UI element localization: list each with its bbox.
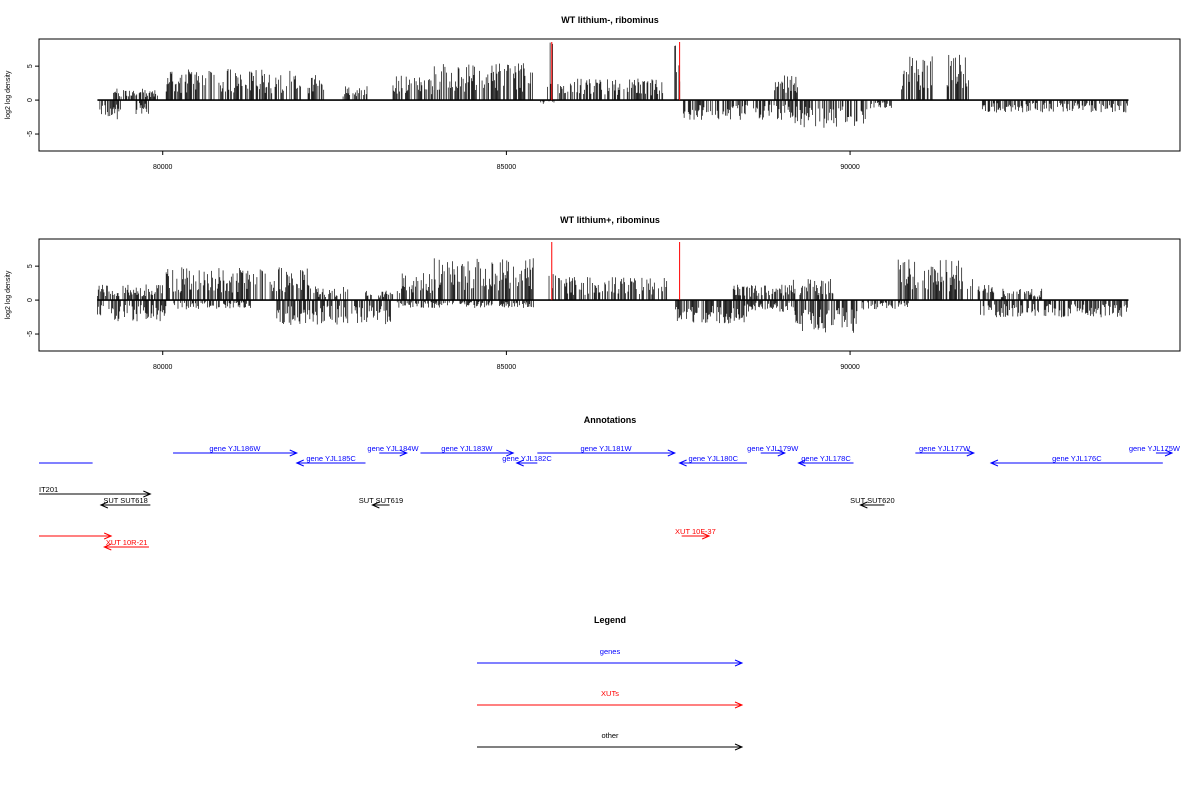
feature-label: gene YJL180C	[689, 454, 739, 463]
legend-item-other: other	[477, 731, 744, 751]
annotation-other: SUT SUT618	[99, 496, 151, 509]
annotation-gene: gene YJL186W	[173, 444, 299, 457]
annotation-xut: XUT 10R-21	[103, 538, 149, 551]
annotation-gene: gene YJL179W	[747, 444, 799, 457]
y-tick-label: 0	[27, 298, 34, 302]
annotation-features: gene YJL186W gene YJL185C gene YJL184W gene…	[39, 444, 1181, 551]
annotations-title: Annotations	[584, 415, 637, 425]
feature-label: gene YJL184W	[367, 444, 419, 453]
legend-title: Legend	[594, 615, 626, 625]
annotation-other: SUT SUT619	[359, 496, 403, 509]
y-tick-label: 5	[27, 264, 34, 268]
density-panel-lithium-minus: WT lithium-, ribominus log2 log density …	[5, 15, 1181, 171]
axes: 5 0 -5 80000 85000 90000	[27, 64, 860, 171]
axes: 5 0 -5 80000 85000 90000	[27, 264, 860, 371]
annotation-gene: gene YJL177W	[915, 444, 976, 457]
y-tick-label: 5	[27, 64, 34, 68]
annotation-other: IT201	[39, 485, 152, 498]
feature-label: SUT SUT620	[850, 496, 894, 505]
annotation-gene: gene YJL180C	[678, 454, 747, 467]
legend-item-xut: XUTs	[477, 689, 744, 709]
annotation-gene: gene YJL181W	[537, 444, 677, 457]
density-bars	[97, 42, 1129, 128]
x-tick-label: 85000	[497, 364, 517, 371]
legend: Legend genes XUTs other	[477, 615, 744, 751]
annotation-gene: gene YJL178C	[797, 454, 854, 467]
annotation-xut: XUT 10F-37	[675, 527, 716, 540]
density-panel-lithium-plus: WT lithium+, ribominus log2 log density …	[5, 215, 1181, 371]
feature-label: XUT 10R-21	[106, 538, 148, 547]
arrow-head-icon	[371, 501, 380, 509]
feature-label: IT201	[39, 485, 58, 494]
arrow-head-icon	[506, 449, 515, 457]
feature-label: gene YJL177W	[919, 444, 971, 453]
feature-label: gene YJL181W	[580, 444, 632, 453]
feature-label: gene YJL186W	[209, 444, 261, 453]
y-tick-label: 0	[27, 98, 34, 102]
legend-label: genes	[600, 647, 621, 656]
plot-frame	[38, 238, 1181, 352]
arrow-head-icon	[859, 501, 868, 509]
legend-label: XUTs	[601, 689, 619, 698]
legend-items: genes XUTs other	[477, 647, 744, 751]
feature-label: XUT 10F-37	[675, 527, 716, 536]
annotation-gene: gene YJL176C	[989, 454, 1163, 467]
legend-item-gene: genes	[477, 647, 744, 667]
arrow-head-icon	[797, 459, 806, 467]
x-tick-label: 90000	[840, 364, 860, 371]
annotation-gene: gene YJL175W	[1129, 444, 1181, 457]
panel-title: WT lithium+, ribominus	[560, 215, 660, 225]
y-tick-label: -5	[27, 331, 34, 337]
arrow-head-icon	[99, 501, 109, 509]
legend-label: other	[601, 731, 619, 740]
feature-label: gene YJL185C	[306, 454, 356, 463]
annotation-gene: gene YJL182C	[502, 454, 552, 467]
arrow-head-icon	[734, 701, 744, 709]
arrow-head-icon	[667, 449, 677, 457]
feature-label: SUT SUT618	[103, 496, 147, 505]
feature-label: gene YJL178C	[801, 454, 851, 463]
feature-label: SUT SUT619	[359, 496, 403, 505]
x-tick-label: 80000	[153, 164, 173, 171]
arrow-head-icon	[777, 449, 787, 457]
arrow-head-icon	[701, 532, 711, 540]
arrow-head-icon	[143, 490, 152, 498]
arrow-head-icon	[399, 449, 409, 457]
annotation-gene: gene YJL184W	[367, 444, 419, 457]
arrow-head-icon	[289, 449, 299, 457]
x-tick-label: 85000	[497, 164, 517, 171]
arrow-head-icon	[103, 543, 112, 551]
arrow-head-icon	[1164, 449, 1174, 457]
annotation-xut	[39, 532, 113, 540]
panel-title: WT lithium-, ribominus	[561, 15, 659, 25]
annotation-other: SUT SUT620	[850, 496, 895, 509]
feature-label: gene YJL182C	[502, 454, 552, 463]
arrow-head-icon	[989, 459, 999, 467]
feature-label: gene YJL176C	[1052, 454, 1102, 463]
annotation-gene: gene YJL183W	[420, 444, 515, 457]
y-axis-label: log2 log density	[5, 70, 12, 119]
y-axis-label: log2 log density	[5, 270, 12, 319]
feature-label: gene YJL183W	[441, 444, 493, 453]
arrow-head-icon	[103, 532, 113, 540]
x-tick-label: 90000	[840, 164, 860, 171]
feature-label: gene YJL179W	[747, 444, 799, 453]
density-bars	[97, 242, 1129, 333]
arrow-head-icon	[295, 459, 304, 467]
feature-label: gene YJL175W	[1129, 444, 1181, 453]
arrow-head-icon	[734, 659, 744, 667]
annotation-gene: gene YJL185C	[295, 454, 366, 467]
arrow-head-icon	[734, 743, 744, 751]
arrow-head-icon	[966, 449, 976, 457]
plot-frame	[38, 38, 1181, 152]
y-tick-label: -5	[27, 131, 34, 137]
arrow-head-icon	[515, 459, 524, 467]
arrow-head-icon	[678, 459, 687, 467]
x-tick-label: 80000	[153, 364, 173, 371]
